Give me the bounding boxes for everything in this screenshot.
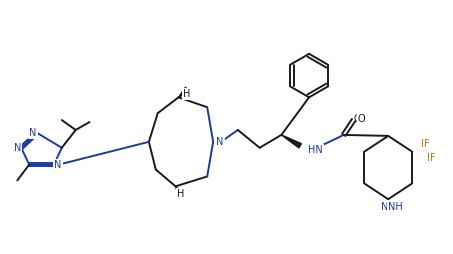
Text: O: O bbox=[357, 114, 365, 124]
Text: NH: NH bbox=[388, 202, 403, 212]
Text: F: F bbox=[430, 153, 436, 163]
Text: HN: HN bbox=[308, 145, 323, 155]
Polygon shape bbox=[176, 186, 184, 198]
Text: N: N bbox=[14, 143, 21, 153]
Text: F: F bbox=[424, 139, 430, 149]
Text: F: F bbox=[427, 153, 433, 163]
Text: H: H bbox=[177, 190, 184, 199]
Text: H: H bbox=[177, 189, 184, 199]
Text: HN: HN bbox=[308, 145, 323, 155]
Text: N: N bbox=[29, 128, 37, 138]
Text: H: H bbox=[183, 89, 190, 99]
Text: NH: NH bbox=[381, 202, 395, 212]
Text: N: N bbox=[217, 137, 224, 147]
Text: F: F bbox=[421, 139, 427, 149]
Text: N: N bbox=[217, 137, 224, 147]
Polygon shape bbox=[178, 87, 189, 97]
Text: N: N bbox=[14, 143, 21, 153]
Polygon shape bbox=[281, 135, 301, 148]
Text: N: N bbox=[54, 160, 62, 170]
Text: N: N bbox=[29, 128, 37, 138]
Text: H: H bbox=[183, 90, 190, 99]
Text: N: N bbox=[54, 160, 62, 170]
Text: O: O bbox=[354, 114, 361, 124]
